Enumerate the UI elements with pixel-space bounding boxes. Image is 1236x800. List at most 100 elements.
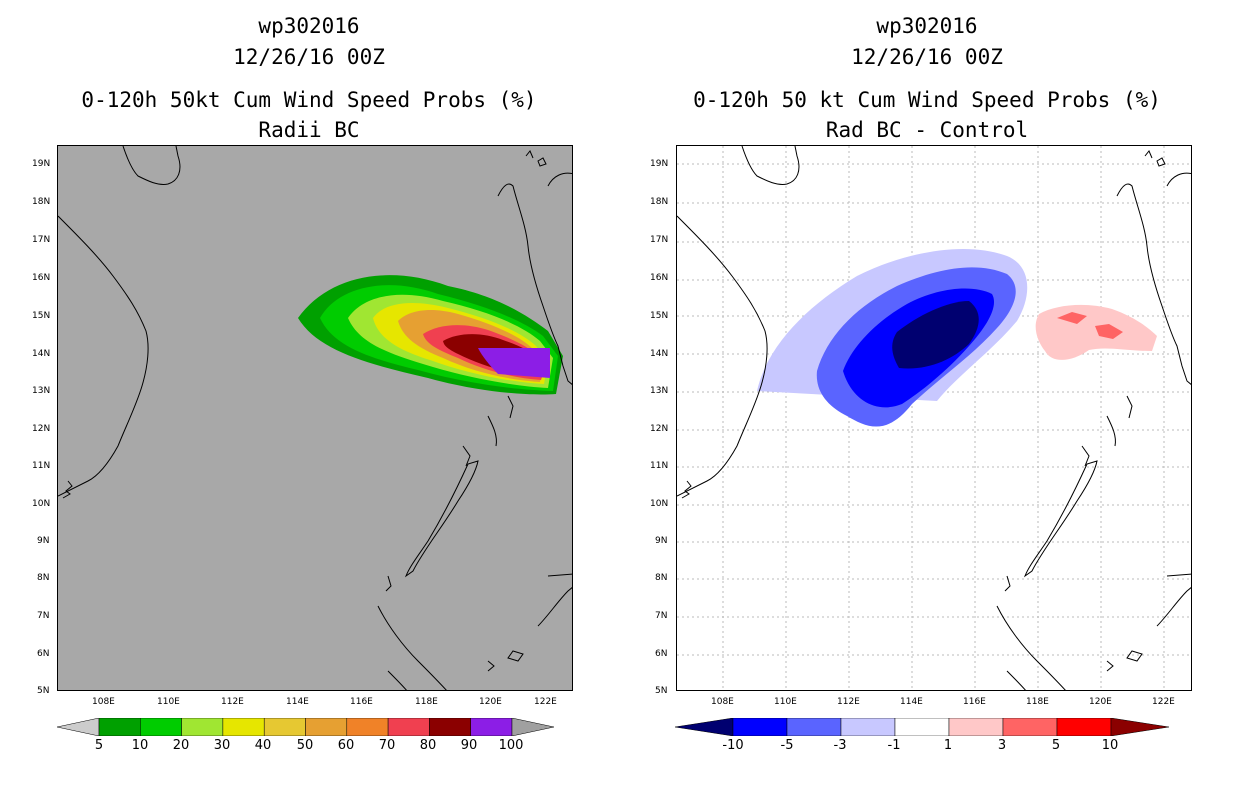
lat-tick: 16N [650, 273, 669, 283]
colorbar-segment [840, 718, 896, 736]
lat-tick: 14N [650, 349, 669, 359]
lat-tick: 7N [655, 611, 668, 621]
colorbar-arrow-low [57, 718, 100, 736]
lon-tick: 122E [1152, 697, 1175, 707]
colorbar-segment [1056, 718, 1112, 736]
lat-tick: 5N [37, 686, 50, 696]
lon-tick: 116E [963, 697, 986, 707]
lat-tick: 13N [650, 386, 669, 396]
lon-tick: 110E [774, 697, 797, 707]
lat-tick: 18N [32, 197, 51, 207]
lat-tick: 11N [32, 461, 51, 471]
lon-tick: 120E [479, 697, 502, 707]
right-storm-id: wp302016 [876, 14, 978, 38]
colorbar-label: 60 [337, 738, 355, 753]
colorbar-label: 10 [1101, 738, 1119, 753]
colorbar-label: 100 [498, 738, 524, 753]
colorbar-segment [222, 718, 265, 736]
left-product-title: 0-120h 50kt Cum Wind Speed Probs (%) [81, 88, 537, 112]
left-datetime: 12/26/16 00Z [233, 45, 385, 69]
colorbar-arrow-high [511, 718, 554, 736]
lat-tick: 8N [655, 573, 668, 583]
right-panel: wp302016 12/26/16 00Z 0-120h 50 kt Cum W… [618, 0, 1236, 800]
colorbar-label: -5 [780, 738, 794, 753]
colorbar-label: 5 [94, 738, 104, 753]
lat-tick: 17N [32, 235, 51, 245]
colorbar-segment [98, 718, 141, 736]
lat-tick: 12N [32, 424, 51, 434]
lat-tick: 12N [650, 424, 669, 434]
right-datetime: 12/26/16 00Z [851, 45, 1003, 69]
left-colorbar [57, 718, 554, 736]
lat-tick: 17N [650, 235, 669, 245]
prob-90 [478, 348, 550, 378]
diff-plus-1 [1035, 304, 1157, 360]
colorbar-label: -10 [722, 738, 744, 753]
right-product-title: 0-120h 50 kt Cum Wind Speed Probs (%) [693, 88, 1161, 112]
left-storm-id: wp302016 [258, 14, 360, 38]
lon-tick: 108E [711, 697, 734, 707]
lat-tick: 6N [655, 649, 668, 659]
lat-tick: 8N [37, 573, 50, 583]
colorbar-label: 3 [997, 738, 1007, 753]
lon-tick: 112E [837, 697, 860, 707]
colorbar-segment [429, 718, 471, 736]
lat-tick: 10N [650, 499, 669, 509]
lat-tick: 16N [32, 273, 51, 283]
colorbar-segment [786, 718, 842, 736]
colorbar-segment [387, 718, 430, 736]
lon-tick: 114E [900, 697, 923, 707]
colorbar-label: 20 [172, 738, 190, 753]
colorbar-label: 10 [131, 738, 149, 753]
lat-tick: 11N [650, 461, 669, 471]
lat-tick: 10N [32, 499, 51, 509]
colorbar-arrow-high [1110, 718, 1170, 736]
colorbar-segment [305, 718, 348, 736]
colorbar-segment [948, 718, 1004, 736]
lon-tick: 110E [157, 697, 180, 707]
lat-tick: 19N [32, 159, 51, 169]
lat-tick: 15N [650, 311, 669, 321]
colorbar-label: 40 [254, 738, 272, 753]
lat-tick: 9N [655, 536, 668, 546]
colorbar-segment [181, 718, 224, 736]
diff-plus-3a [1057, 312, 1087, 324]
colorbar-segment [732, 718, 788, 736]
lon-tick: 122E [534, 697, 557, 707]
lat-tick: 5N [655, 686, 668, 696]
colorbar-label: 1 [943, 738, 953, 753]
right-difference-map [676, 145, 1192, 691]
colorbar-segment [263, 718, 306, 736]
colorbar-segment [1002, 718, 1058, 736]
colorbar-label: 5 [1051, 738, 1061, 753]
lat-tick: 19N [650, 159, 669, 169]
right-subtitle: Rad BC - Control [825, 118, 1029, 142]
lat-tick: 18N [650, 197, 669, 207]
colorbar-segment [140, 718, 182, 736]
lon-tick: 112E [221, 697, 244, 707]
lat-tick: 7N [37, 611, 50, 621]
lat-tick: 15N [32, 311, 51, 321]
lat-tick: 6N [37, 649, 50, 659]
left-subtitle: Radii BC [258, 118, 360, 142]
left-panel: wp302016 12/26/16 00Z 0-120h 50kt Cum Wi… [32, 14, 573, 753]
colorbar-label: 30 [213, 738, 231, 753]
lon-tick: 120E [1089, 697, 1112, 707]
colorbar-arrow-low [675, 718, 734, 736]
lon-tick: 108E [92, 697, 115, 707]
right-colorbar [675, 718, 1172, 736]
colorbar-segment [470, 718, 513, 736]
colorbar-segment [894, 718, 950, 736]
colorbar-label: -3 [833, 738, 847, 753]
colorbar-label: 50 [296, 738, 314, 753]
grid-lines [677, 146, 1191, 690]
left-probability-map [57, 145, 573, 691]
colorbar-label: -1 [887, 738, 901, 753]
colorbar-label: 80 [419, 738, 437, 753]
lon-tick: 114E [286, 697, 309, 707]
lon-tick: 118E [1026, 697, 1049, 707]
diff-minus-10 [892, 301, 979, 369]
lat-tick: 14N [32, 349, 51, 359]
lat-tick: 9N [37, 536, 50, 546]
colorbar-label: 70 [378, 738, 396, 753]
